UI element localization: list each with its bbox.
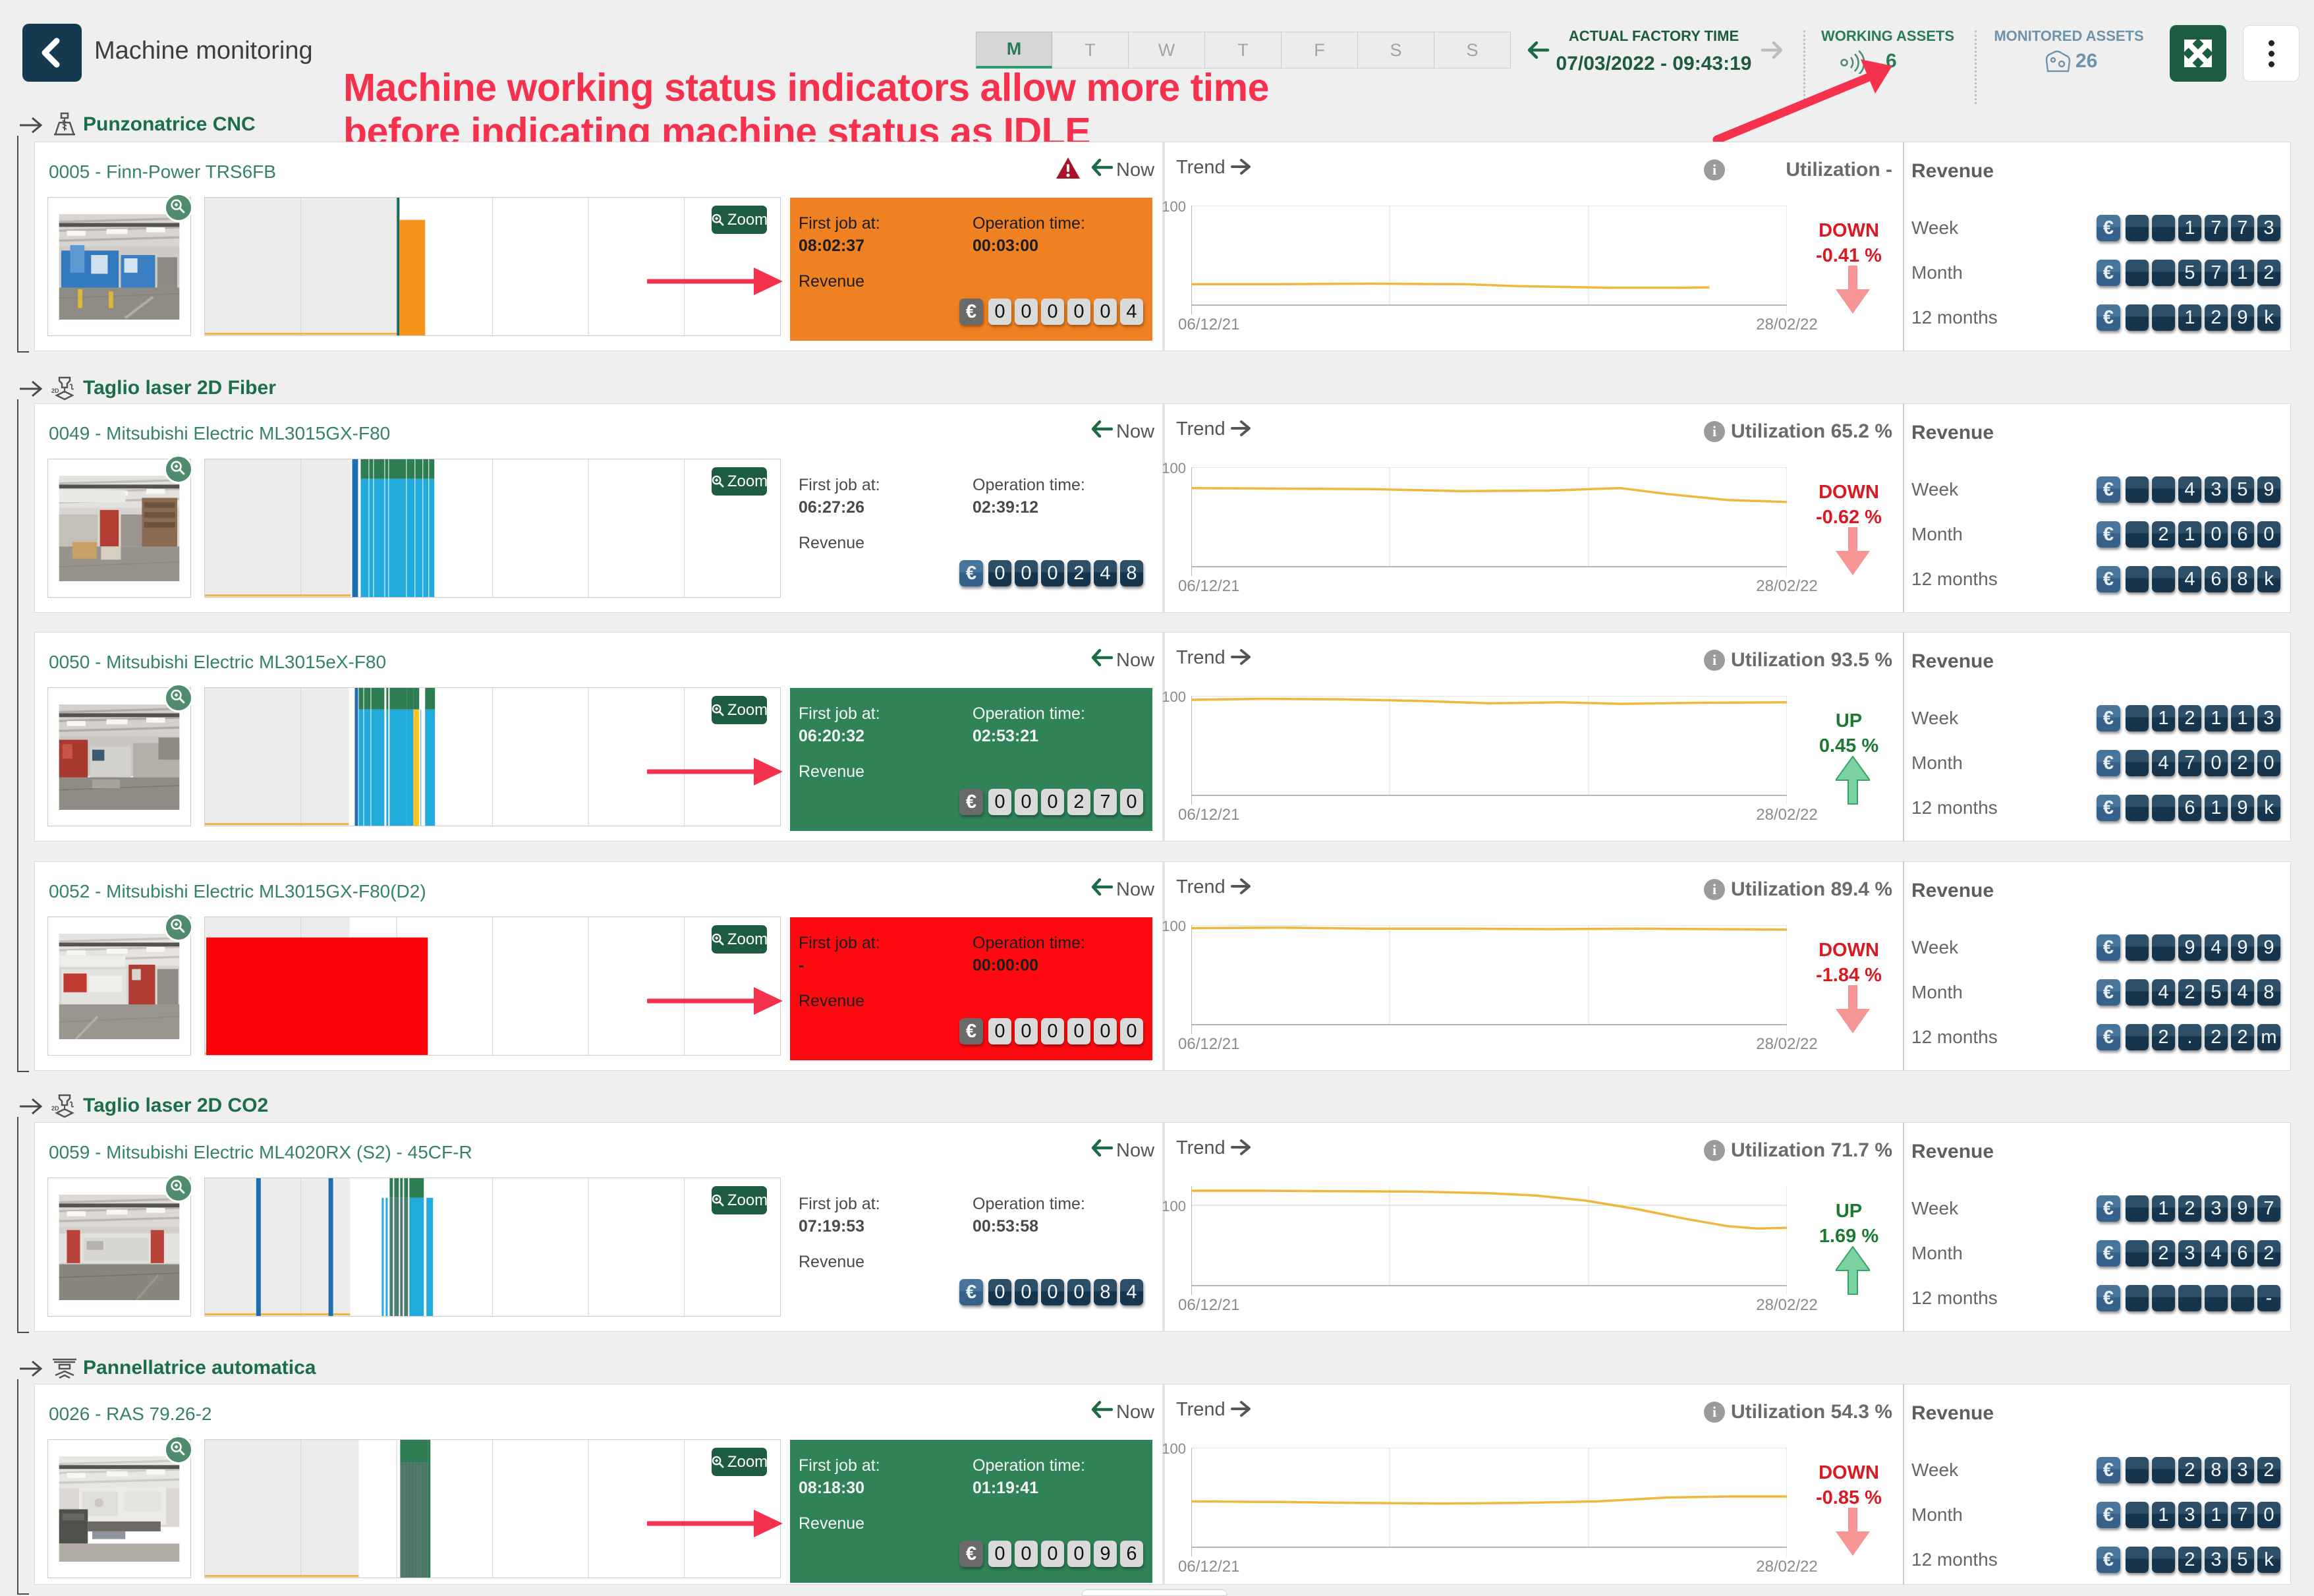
svg-text:2D: 2D — [51, 387, 59, 394]
svg-text:2D: 2D — [51, 1105, 59, 1112]
